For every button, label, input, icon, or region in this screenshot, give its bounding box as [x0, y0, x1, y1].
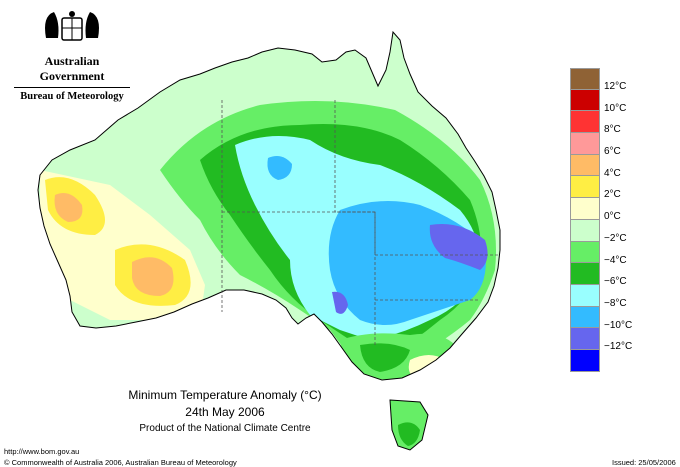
legend-swatch [570, 89, 600, 112]
bureau-name: Bureau of Meteorology [20, 91, 124, 102]
government-branding: Australian Government Bureau of Meteorol… [12, 10, 132, 102]
legend-row: 6°C [570, 133, 632, 158]
fill-4-west [54, 192, 83, 222]
legend-swatch [570, 328, 600, 350]
legend-swatch [570, 133, 600, 155]
legend-label: 10°C [604, 102, 627, 114]
legend-row: 10°C [570, 89, 632, 114]
legend-row: 4°C [570, 154, 632, 179]
legend-swatch [570, 241, 600, 264]
fill-neg10-nw [267, 156, 292, 180]
legend-label: 6°C [604, 146, 621, 158]
footer-issued: Issued: 25/05/2006 [612, 458, 676, 467]
legend-swatch [570, 68, 600, 90]
legend-row: −12°C [570, 328, 633, 353]
fill-neg6-se [360, 343, 410, 372]
legend-row: 0°C [570, 198, 632, 223]
state-borders [221, 100, 500, 345]
map-caption: Minimum Temperature Anomaly (°C) 24th Ma… [110, 388, 340, 434]
map-title: Minimum Temperature Anomaly (°C) [128, 388, 322, 402]
legend-swatch [570, 284, 600, 307]
fill-4-south [132, 257, 174, 296]
legend-swatch [570, 349, 600, 372]
legend-label: 2°C [604, 189, 621, 201]
divider [14, 87, 130, 88]
legend-row: −2°C [570, 219, 632, 244]
legend-swatch [570, 263, 600, 285]
legend-swatch [570, 176, 600, 199]
legend-row: −4°C [570, 241, 632, 266]
legend-row: 8°C [570, 111, 632, 136]
legend-swatch [570, 111, 600, 134]
map-product: Product of the National Climate Centre [139, 423, 311, 434]
legend-swatch [570, 154, 600, 177]
legend-label: −4°C [604, 254, 627, 266]
legend-row: −8°C [570, 284, 632, 309]
legend-label: −12°C [604, 341, 633, 353]
footer-url[interactable]: http://www.bom.gov.au [4, 447, 80, 456]
legend-label: 0°C [604, 211, 621, 223]
tasmania-cold [398, 422, 420, 446]
tasmania [389, 399, 429, 451]
legend-row: −6°C [570, 263, 632, 288]
fill-neg12-east [429, 224, 488, 270]
footer-copyright: © Commonwealth of Australia 2006, Austra… [4, 458, 237, 467]
legend-label: 8°C [604, 124, 621, 136]
coastline [37, 30, 501, 381]
coat-of-arms-icon [45, 11, 99, 41]
legend-swatch [570, 198, 600, 220]
government-name: Australian Government [39, 54, 105, 83]
legend-label: −6°C [604, 276, 627, 288]
map-date: 24th May 2006 [185, 405, 265, 419]
legend-row: 2°C [570, 176, 632, 201]
legend-label: 4°C [604, 167, 621, 179]
crest-spacer [12, 10, 132, 50]
fill-0-se [408, 355, 445, 380]
color-legend: 12°C 10°C 8°C 6°C 4°C 2°C 0°C −2°C −4°C −6°C −8°C −… [570, 68, 632, 372]
legend-label: −10°C [604, 319, 633, 331]
legend-label: −2°C [604, 232, 627, 244]
legend-swatch [570, 306, 600, 329]
legend-label: 12°C [604, 81, 627, 92]
legend-row [570, 349, 632, 372]
legend-row: 12°C [570, 68, 632, 92]
legend-row: −10°C [570, 306, 633, 331]
legend-swatch [570, 219, 600, 242]
fill-neg12-south [332, 291, 348, 314]
legend-label: −8°C [604, 297, 627, 309]
